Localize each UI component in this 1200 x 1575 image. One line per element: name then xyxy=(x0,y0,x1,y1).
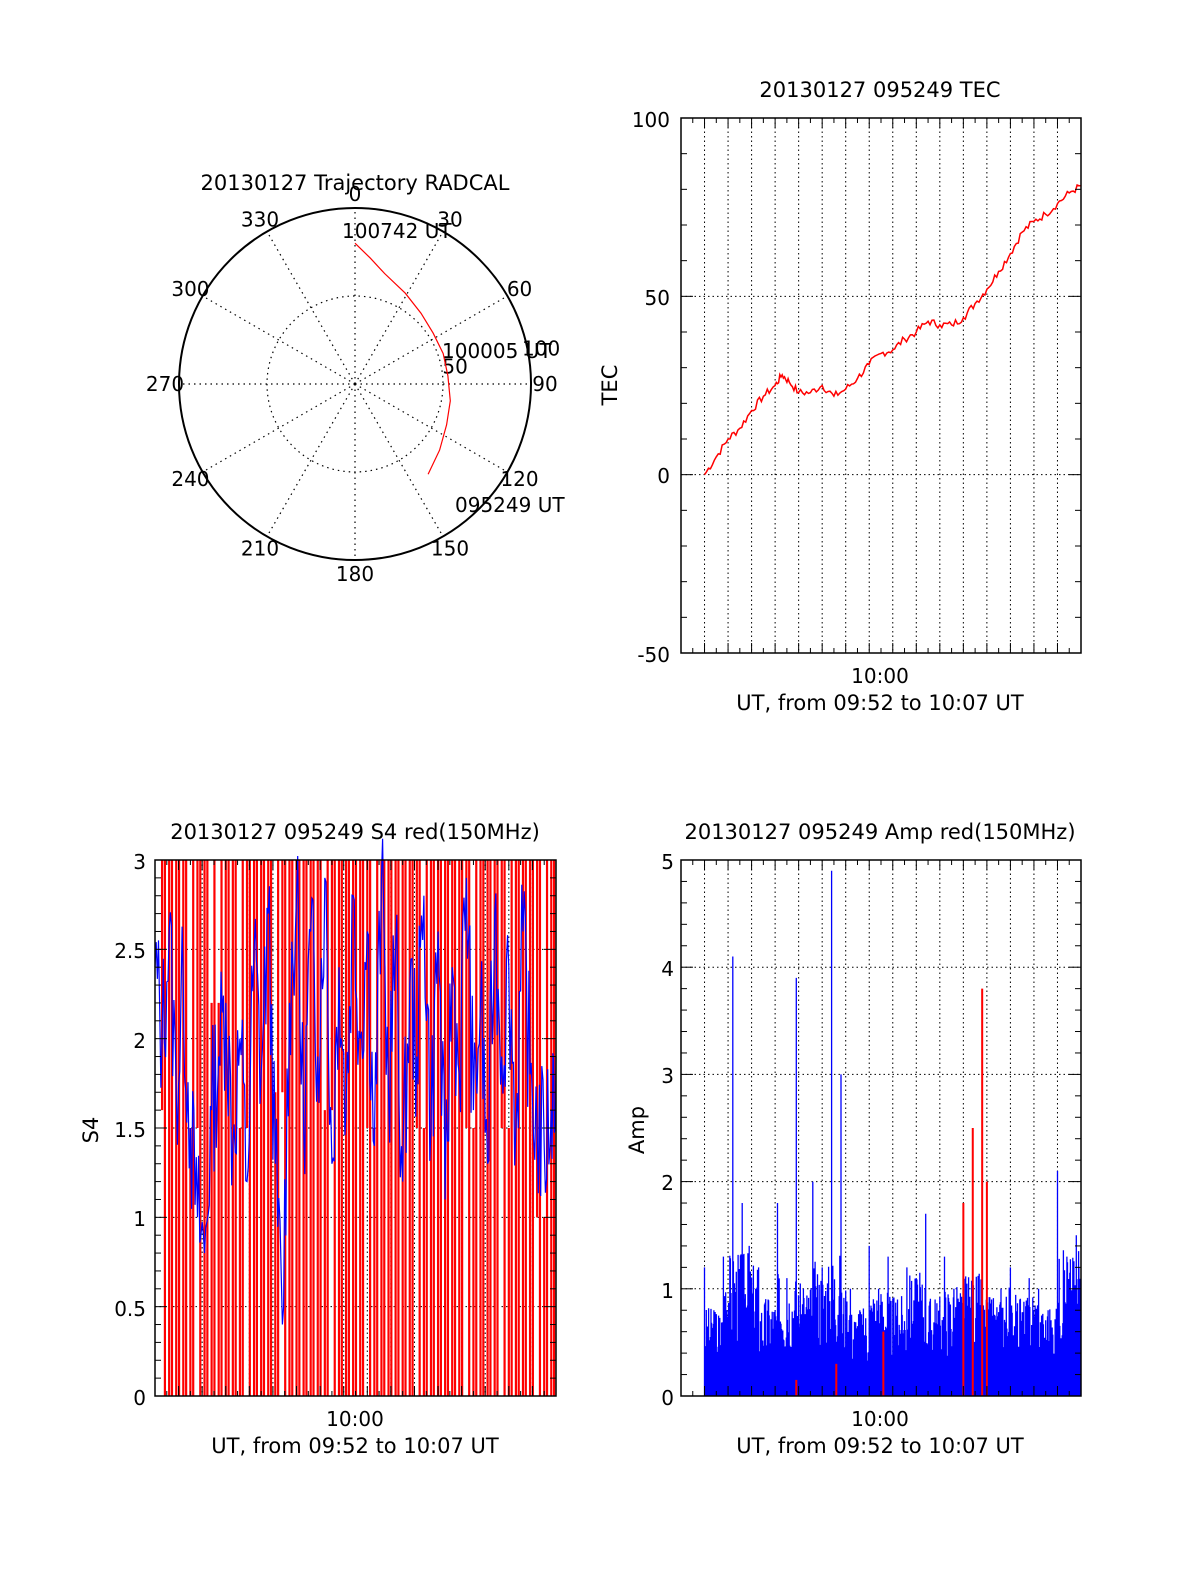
tec-y-tick-label: 100 xyxy=(632,108,670,132)
amp-x-tick-label: 10:00 xyxy=(851,1407,909,1431)
s4-y-tick-label: 1 xyxy=(133,1207,146,1231)
polar-outer-circle xyxy=(178,207,532,561)
s4-y-axis-label: S4 xyxy=(79,1117,103,1144)
s4-title: 20130127 095249 S4 red(150MHz) xyxy=(170,820,540,844)
trajectory-mid-label: 100005 UT xyxy=(442,339,552,363)
amp-title: 20130127 095249 Amp red(150MHz) xyxy=(684,820,1075,844)
polar-azimuth-label: 90 xyxy=(532,372,557,396)
amp-y-tick-label: 5 xyxy=(661,850,674,874)
tec-x-axis-label: UT, from 09:52 to 10:07 UT xyxy=(736,691,1024,715)
polar-azimuth-label: 270 xyxy=(146,372,184,396)
s4-y-tick-label: 0 xyxy=(133,1386,146,1410)
amp-y-tick-label: 0 xyxy=(661,1386,674,1410)
polar-azimuth-label: 120 xyxy=(500,467,538,491)
polar-azimuth-label: 30 xyxy=(437,207,462,231)
amp-axis-ticks xyxy=(680,859,1082,1397)
tec-grid xyxy=(681,118,1081,653)
polar-grid-spoke xyxy=(266,383,356,537)
s4-axis-ticks xyxy=(154,859,557,1397)
tec-axis-ticks xyxy=(680,117,1082,654)
tec-series-line xyxy=(703,184,1082,476)
polar-grid-spoke xyxy=(354,383,444,537)
tec-y-axis-label: TEC xyxy=(598,365,622,407)
trajectory-end-label: 100742 UT xyxy=(342,219,452,243)
polar-azimuth-label: 150 xyxy=(431,537,469,561)
polar-grid-spoke xyxy=(202,295,356,385)
polar-grid-spoke xyxy=(354,295,508,385)
polar-panel: 20130127 Trajectory RADCAL 0 30 60 90 120 150… xyxy=(146,171,565,586)
polar-azimuth-label: 300 xyxy=(171,277,209,301)
s4-y-tick-label: 3 xyxy=(133,850,146,874)
tec-y-tick-label: 0 xyxy=(657,464,670,488)
tec-panel: 20130127 095249 TEC 10:00 UT, from 09:52… xyxy=(598,78,1082,715)
polar-grid-spoke xyxy=(202,383,356,473)
polar-grid-spoke xyxy=(266,231,356,385)
tec-y-tick-label: -50 xyxy=(637,643,670,667)
s4-blue-series-line xyxy=(154,838,557,1325)
amp-red-series xyxy=(795,988,988,1396)
s4-y-tick-label: 0.5 xyxy=(114,1297,146,1321)
polar-grid-spoke xyxy=(354,231,444,385)
s4-x-tick-label: 10:00 xyxy=(326,1407,384,1431)
amp-y-tick-label: 2 xyxy=(661,1171,674,1195)
polar-azimuth-label: 60 xyxy=(507,277,532,301)
tec-y-tick-label: 50 xyxy=(645,286,670,310)
s4-panel: 20130127 095249 S4 red(150MHz) 10:00 UT,… xyxy=(79,820,557,1458)
s4-red-series xyxy=(160,860,556,1396)
tec-plot-frame xyxy=(680,117,1082,654)
amp-blue-series xyxy=(703,870,1082,1396)
s4-y-tick-label: 2 xyxy=(133,1029,146,1053)
polar-azimuth-label: 0 xyxy=(349,182,362,206)
polar-radial-label: 50 xyxy=(442,355,467,379)
amp-y-tick-label: 3 xyxy=(661,1064,674,1088)
polar-azimuth-labels: 0 30 60 90 120 150 180 210 240 270 300 330 xyxy=(146,182,558,586)
s4-x-axis-label: UT, from 09:52 to 10:07 UT xyxy=(211,1434,499,1458)
tec-title: 20130127 095249 TEC xyxy=(759,78,1000,102)
polar-azimuth-label: 330 xyxy=(241,207,279,231)
amp-blue-series-line xyxy=(703,870,1082,1396)
tec-x-tick-label: 10:00 xyxy=(851,664,909,688)
amp-panel: 20130127 095249 Amp red(150MHz) 10:00 UT… xyxy=(625,820,1082,1458)
amp-x-axis-label: UT, from 09:52 to 10:07 UT xyxy=(736,1434,1024,1458)
amp-y-axis-label: Amp xyxy=(625,1106,649,1154)
polar-azimuth-label: 240 xyxy=(171,467,209,491)
polar-grid xyxy=(179,208,531,560)
polar-title: 20130127 Trajectory RADCAL xyxy=(201,171,510,195)
polar-radial-labels: 50 100 xyxy=(442,336,560,378)
polar-grid-spoke xyxy=(354,383,508,473)
s4-y-tick-label: 1.5 xyxy=(114,1118,146,1142)
polar-azimuth-label: 180 xyxy=(336,562,374,586)
amp-y-tick-label: 1 xyxy=(661,1279,674,1303)
trajectory-start-label: 095249 UT xyxy=(455,493,565,517)
polar-radial-label: 100 xyxy=(522,336,560,360)
polar-trajectory-line xyxy=(354,242,451,475)
polar-azimuth-label: 210 xyxy=(241,537,279,561)
s4-y-tick-label: 2.5 xyxy=(114,939,146,963)
amp-y-tick-label: 4 xyxy=(661,957,674,981)
